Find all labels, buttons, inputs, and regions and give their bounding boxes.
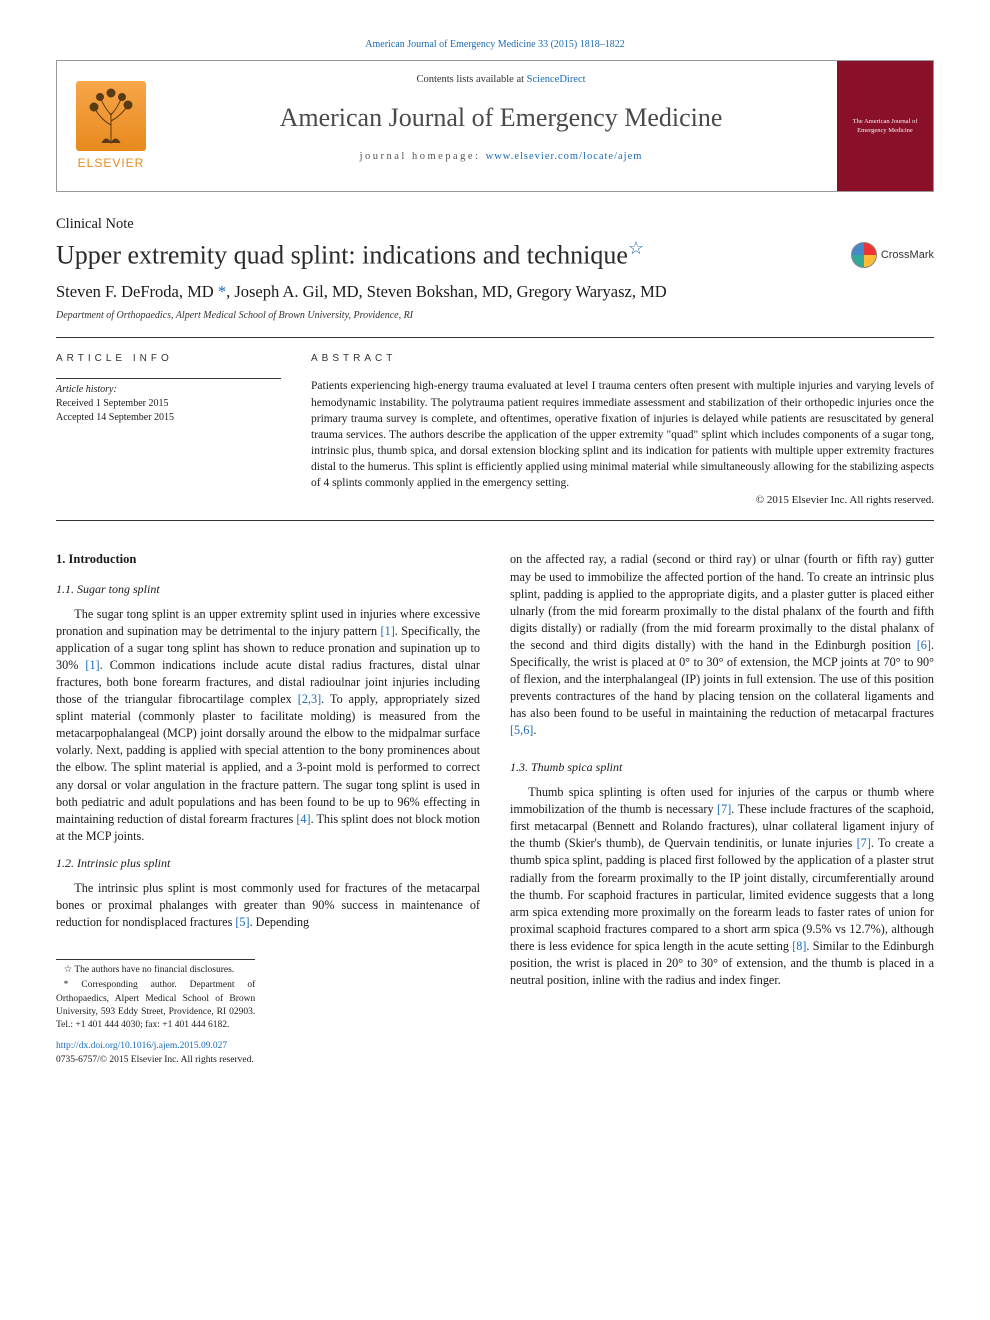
title-text: Upper extremity quad splint: indications… <box>56 241 628 270</box>
citation-ref[interactable]: [2,3] <box>298 692 321 706</box>
citation-ref[interactable]: [1] <box>381 624 395 638</box>
journal-header: ELSEVIER Contents lists available at Sci… <box>56 60 934 192</box>
contents-available-line: Contents lists available at ScienceDirec… <box>165 73 837 88</box>
paragraph-intrinsic-2: on the affected ray, a radial (second or… <box>510 551 934 739</box>
doi-link[interactable]: http://dx.doi.org/10.1016/j.ajem.2015.09… <box>56 1041 227 1051</box>
cover-text: The American Journal of Emergency Medici… <box>843 117 927 135</box>
affiliation: Department of Orthopaedics, Alpert Medic… <box>56 309 934 323</box>
divider <box>56 520 934 521</box>
section-heading-intro: 1. Introduction <box>56 551 480 569</box>
abstract-copyright: © 2015 Elsevier Inc. All rights reserved… <box>311 493 934 508</box>
crossmark-icon <box>851 242 877 268</box>
citation-ref[interactable]: [5,6] <box>510 723 533 737</box>
history-label: Article history: <box>56 383 281 397</box>
abstract-block: abstract Patients experiencing high-ener… <box>311 352 934 508</box>
subsection-heading-sugar: 1.1. Sugar tong splint <box>56 581 480 598</box>
body-columns: 1. Introduction 1.1. Sugar tong splint T… <box>56 551 934 1067</box>
citation-ref[interactable]: [5] <box>235 915 249 929</box>
received-date: Received 1 September 2015 <box>56 397 281 411</box>
footnotes: ☆ The authors have no financial disclosu… <box>56 959 255 1032</box>
footnote-disclosure: ☆ The authors have no financial disclosu… <box>56 964 255 977</box>
paragraph-thumb: Thumb spica splinting is often used for … <box>510 784 934 989</box>
title-footnote-star: ☆ <box>628 238 644 258</box>
abstract-text: Patients experiencing high-energy trauma… <box>311 378 934 491</box>
accepted-date: Accepted 14 September 2015 <box>56 411 281 425</box>
journal-homepage-link[interactable]: www.elsevier.com/locate/ajem <box>486 151 643 162</box>
paragraph-intrinsic-1: The intrinsic plus splint is most common… <box>56 880 480 931</box>
elsevier-logo: ELSEVIER <box>57 61 165 191</box>
citation-ref[interactable]: [7] <box>717 802 731 816</box>
elsevier-wordmark: ELSEVIER <box>78 155 145 172</box>
citation-ref[interactable]: [8] <box>792 939 806 953</box>
article-info-heading: article info <box>56 352 281 366</box>
article-info-block: article info Article history: Received 1… <box>56 352 281 508</box>
citation-ref[interactable]: [4] <box>296 812 310 826</box>
sciencedirect-link[interactable]: ScienceDirect <box>527 74 586 85</box>
elsevier-tree-icon <box>76 81 146 151</box>
crossmark-badge[interactable]: CrossMark <box>851 242 934 268</box>
issn-copyright: 0735-6757/© 2015 Elsevier Inc. All right… <box>56 1055 254 1065</box>
journal-name: American Journal of Emergency Medicine <box>165 100 837 136</box>
journal-homepage-line: journal homepage: www.elsevier.com/locat… <box>165 150 837 165</box>
subsection-heading-thumb: 1.3. Thumb spica splint <box>510 759 934 776</box>
subsection-heading-intrinsic: 1.2. Intrinsic plus splint <box>56 855 480 872</box>
footnote-corresponding: * Corresponding author. Department of Or… <box>56 979 255 1032</box>
abstract-heading: abstract <box>311 352 934 366</box>
author-list: Steven F. DeFroda, MD *, Joseph A. Gil, … <box>56 280 934 303</box>
journal-cover-thumbnail: The American Journal of Emergency Medici… <box>837 61 933 191</box>
homepage-prefix: journal homepage: <box>360 151 486 162</box>
article-title: Upper extremity quad splint: indications… <box>56 236 644 274</box>
contents-prefix: Contents lists available at <box>416 74 526 85</box>
citation-ref[interactable]: [6] <box>917 638 931 652</box>
article-type: Clinical Note <box>56 214 934 234</box>
running-citation: American Journal of Emergency Medicine 3… <box>56 38 934 52</box>
crossmark-label: CrossMark <box>881 248 934 263</box>
paragraph-sugar: The sugar tong splint is an upper extrem… <box>56 606 480 845</box>
doi-block: http://dx.doi.org/10.1016/j.ajem.2015.09… <box>56 1040 480 1067</box>
citation-ref[interactable]: [1] <box>85 658 99 672</box>
citation-ref[interactable]: [7] <box>857 836 871 850</box>
